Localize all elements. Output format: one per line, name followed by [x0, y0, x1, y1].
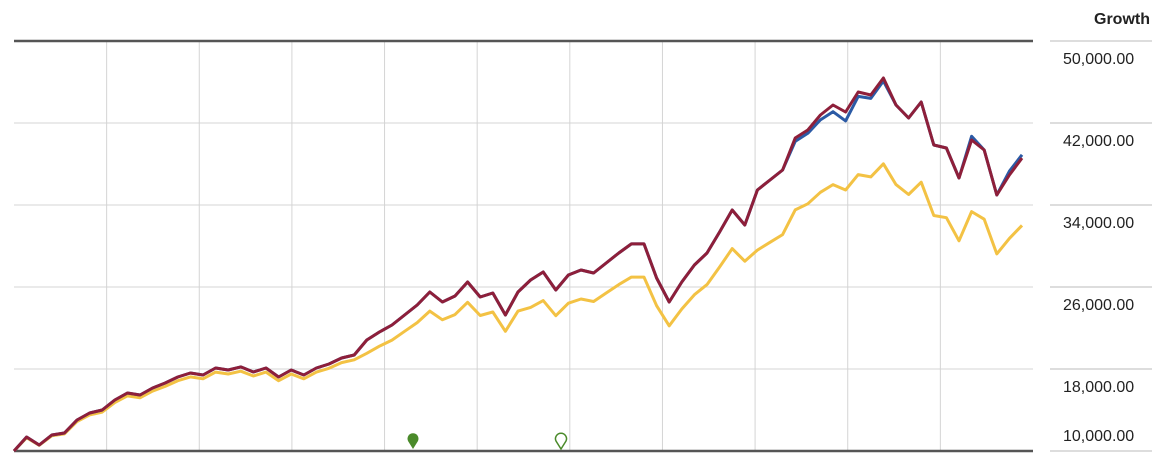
series-line — [12, 79, 1024, 453]
event-marker — [554, 432, 568, 451]
y-tick-label: 50,000.00 — [1063, 51, 1134, 68]
event-markers — [407, 432, 568, 451]
series-line — [12, 76, 1024, 453]
series-line — [12, 162, 1024, 453]
y-tick-label: 42,000.00 — [1063, 133, 1134, 150]
y-tick-label: 10,000.00 — [1063, 428, 1134, 445]
y-tick-label: 26,000.00 — [1063, 297, 1134, 314]
event-marker — [407, 433, 419, 449]
y-tick-label: 18,000.00 — [1063, 379, 1134, 396]
y-axis-title: Growth — [1094, 11, 1150, 28]
y-tick-label: 34,000.00 — [1063, 215, 1134, 232]
